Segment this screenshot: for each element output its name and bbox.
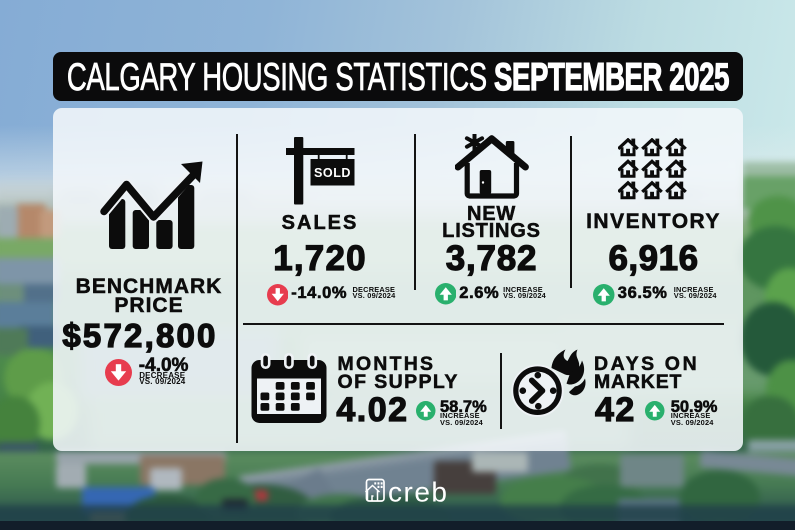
svg-text:creb: creb — [388, 477, 448, 507]
svg-text:SOLD: SOLD — [314, 166, 351, 180]
